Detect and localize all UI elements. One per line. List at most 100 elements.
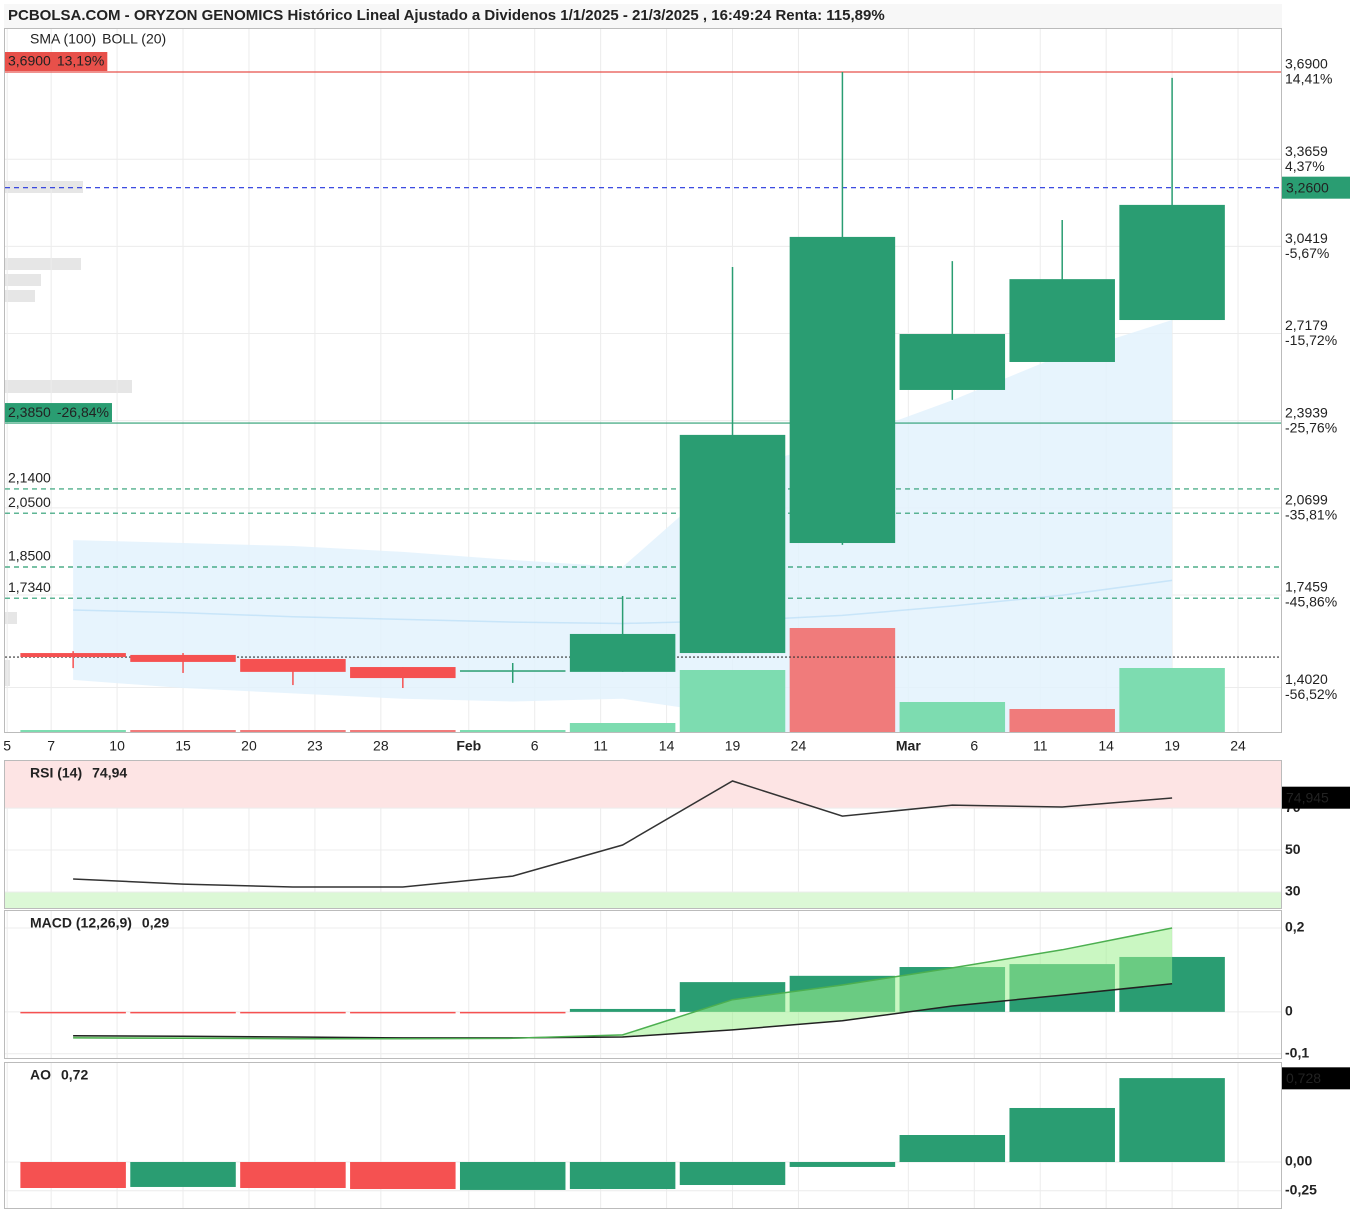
y-tick-change: -35,81% bbox=[1285, 507, 1337, 523]
volume-bar bbox=[1009, 709, 1115, 732]
y-tick-label: 2,0699 bbox=[1285, 492, 1328, 508]
y-tick-label: 2,7179 bbox=[1285, 317, 1328, 333]
value-box-label: 74,945 bbox=[1286, 789, 1329, 805]
x-tick-label: Mar bbox=[896, 738, 921, 754]
y-tick-change: -45,86% bbox=[1285, 594, 1337, 610]
y-tick-change: 14,41% bbox=[1285, 71, 1332, 87]
y-tick-change: -15,72% bbox=[1285, 332, 1337, 348]
level-box bbox=[5, 52, 108, 72]
candle-body bbox=[569, 633, 676, 672]
volume-bar bbox=[130, 730, 236, 732]
y-tick-label: 1,7459 bbox=[1285, 579, 1328, 595]
volume-bar bbox=[350, 730, 456, 732]
macd-histogram bbox=[130, 1011, 236, 1014]
volume-bar bbox=[899, 702, 1006, 732]
candle-body bbox=[1009, 279, 1115, 362]
level-label: 2,0500 bbox=[8, 494, 51, 510]
candle-body bbox=[789, 236, 896, 544]
level-label: 2,1400 bbox=[8, 470, 51, 486]
candle-body bbox=[350, 667, 456, 679]
macd-histogram bbox=[459, 1011, 566, 1014]
y-tick-change: -56,52% bbox=[1285, 686, 1337, 702]
candle-body bbox=[130, 654, 236, 662]
x-tick-label: 14 bbox=[659, 738, 675, 754]
value-box bbox=[1282, 1067, 1350, 1090]
ao-bar bbox=[130, 1162, 236, 1187]
main-plot bbox=[5, 71, 1282, 732]
x-tick-label: 15 bbox=[175, 738, 191, 754]
x-tick-label: 28 bbox=[373, 738, 389, 754]
level-change: 13,19% bbox=[57, 53, 104, 69]
x-tick-label: 10 bbox=[109, 738, 125, 754]
level-label: 2,3850 bbox=[8, 404, 51, 420]
x-tick-label: 24 bbox=[791, 738, 807, 754]
candle-body bbox=[899, 334, 1006, 390]
x-tick-label: 19 bbox=[1164, 738, 1180, 754]
panel-value: 0,29 bbox=[142, 915, 169, 931]
x-tick-label: 5 bbox=[3, 738, 11, 754]
x-tick-label: 23 bbox=[307, 738, 323, 754]
plot-layer: 5 7 10 15 20 23 28 Feb 6 11 14 19 24 Mar 6 11 14 19 24 3,69… bbox=[3, 28, 1350, 1208]
volume-bar bbox=[789, 628, 896, 732]
ao-bar bbox=[459, 1162, 566, 1190]
x-tick-label: 7 bbox=[47, 738, 55, 754]
panel-value: 0,72 bbox=[61, 1067, 88, 1083]
y-tick-label: 2,3939 bbox=[1285, 404, 1328, 420]
x-tick-label: 11 bbox=[1033, 738, 1048, 754]
macd-histogram bbox=[350, 1011, 456, 1014]
rsi-line bbox=[73, 780, 1173, 888]
candle-body bbox=[1119, 204, 1225, 321]
x-tick-label: 6 bbox=[970, 738, 978, 754]
rsi-band bbox=[5, 760, 1282, 809]
ao-bar bbox=[569, 1162, 676, 1190]
panel-title: AO bbox=[30, 1067, 51, 1083]
volume-bar bbox=[20, 730, 126, 732]
candle-body bbox=[459, 670, 566, 672]
volume-bar bbox=[679, 670, 786, 732]
y-tick-label: 30 bbox=[1285, 883, 1301, 899]
rsi-band bbox=[5, 892, 1282, 908]
legend-entry: BOLL (20) bbox=[102, 31, 166, 47]
legend-entry: SMA (100) bbox=[30, 31, 96, 47]
volume-bar bbox=[1119, 668, 1225, 732]
ao-bar bbox=[240, 1162, 346, 1188]
ao-bar bbox=[899, 1135, 1006, 1163]
y-tick-label: 3,6900 bbox=[1285, 56, 1328, 72]
macd-histogram bbox=[569, 1008, 676, 1012]
panel-title: MACD (12,26,9) bbox=[30, 915, 132, 931]
x-tick-label: Feb bbox=[456, 738, 481, 754]
x-tick-label: 20 bbox=[241, 738, 257, 754]
price-box bbox=[1282, 176, 1350, 199]
panel-frames bbox=[4, 28, 1282, 1209]
title-bar bbox=[4, 4, 1282, 28]
x-tick-label: 6 bbox=[531, 738, 539, 754]
macd-plot bbox=[20, 927, 1225, 1040]
y-tick-change: -25,76% bbox=[1285, 419, 1337, 435]
y-tick-label: 0 bbox=[1285, 1003, 1293, 1019]
ao-bar bbox=[20, 1162, 126, 1188]
candle-body bbox=[679, 434, 786, 654]
y-tick-label: 1,4020 bbox=[1285, 671, 1328, 687]
y-tick-label: 50 bbox=[1285, 841, 1301, 857]
y-tick-change: -5,67% bbox=[1285, 245, 1329, 261]
y-tick-label: 0,00 bbox=[1285, 1153, 1312, 1169]
x-tick-label: 14 bbox=[1098, 738, 1114, 754]
panel-value: 74,94 bbox=[92, 765, 127, 781]
chart-title: PCBOLSA.COM - ORYZON GENOMICS Histórico … bbox=[8, 7, 885, 24]
level-label: 1,7340 bbox=[8, 579, 51, 595]
price-box-label: 3,2600 bbox=[1286, 179, 1329, 195]
volume-bar bbox=[459, 730, 566, 732]
y-tick-label: 3,3659 bbox=[1285, 143, 1328, 159]
x-tick-label: 11 bbox=[593, 738, 608, 754]
level-change: -26,84% bbox=[57, 404, 109, 420]
x-tick-label: 19 bbox=[725, 738, 741, 754]
panel-title: RSI (14) bbox=[30, 765, 82, 781]
candle-body bbox=[20, 653, 126, 658]
y-tick-change: 4,37% bbox=[1285, 158, 1325, 174]
volume-bar bbox=[240, 730, 346, 732]
y-tick-label: 3,0419 bbox=[1285, 230, 1328, 246]
candle-body bbox=[240, 658, 346, 672]
ao-bar bbox=[679, 1162, 786, 1186]
y-tick-label: 0,2 bbox=[1285, 919, 1305, 935]
